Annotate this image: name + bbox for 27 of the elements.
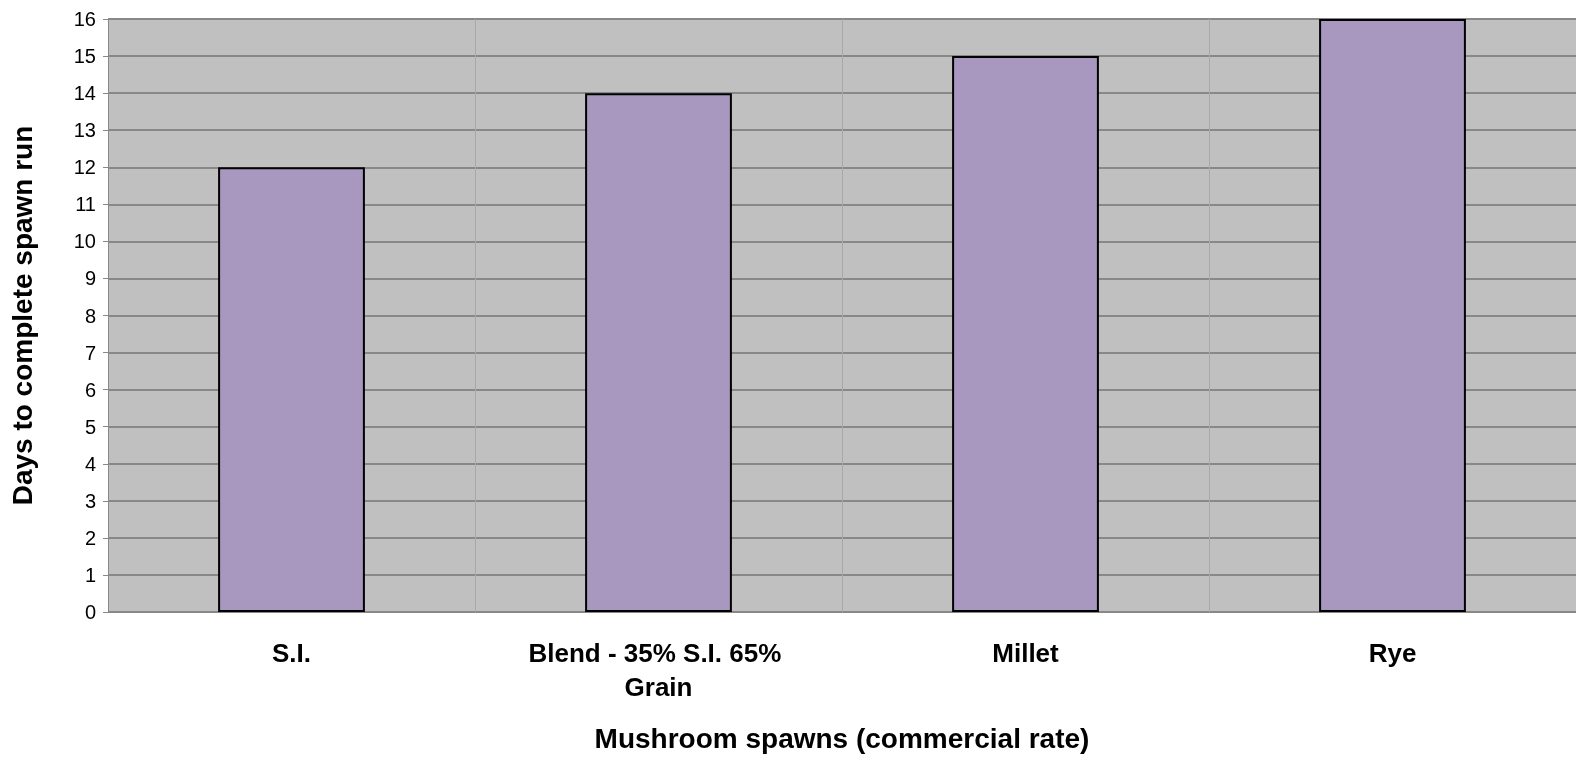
y-tick-label: 2 xyxy=(84,526,96,549)
bar xyxy=(218,167,365,612)
x-tick-label: Millet xyxy=(992,638,1060,668)
y-tick-label: 15 xyxy=(73,45,96,68)
x-tick-label: Rye xyxy=(1368,638,1417,668)
bar xyxy=(1319,19,1466,612)
y-tick-label: 13 xyxy=(73,119,96,142)
x-tick-label: Blend - 35% S.I. 65% Grain xyxy=(528,638,789,702)
y-tick-label: 6 xyxy=(84,378,96,401)
y-tick-label: 12 xyxy=(73,156,96,179)
y-tick-label: 9 xyxy=(84,267,96,290)
y-tick-label: 7 xyxy=(84,341,96,364)
y-tick-label: 4 xyxy=(84,452,96,475)
y-tick-label: 5 xyxy=(84,415,96,438)
bar xyxy=(952,56,1099,612)
bar xyxy=(585,93,732,612)
y-tick-label: 8 xyxy=(84,304,96,327)
y-tick-label: 11 xyxy=(75,193,96,216)
x-axis-title: Mushroom spawns (commercial rate) xyxy=(594,722,1090,754)
y-tick-label: 10 xyxy=(73,230,96,253)
x-tick-label: S.I. xyxy=(271,638,312,668)
y-tick-label: 1 xyxy=(84,563,96,586)
y-tick-label: 14 xyxy=(73,82,96,105)
y-axis-title: Days to complete spawn run xyxy=(6,125,38,506)
y-tick-label: 0 xyxy=(84,601,96,623)
y-tick-label: 3 xyxy=(84,489,96,512)
y-tick-label: 16 xyxy=(73,8,96,30)
